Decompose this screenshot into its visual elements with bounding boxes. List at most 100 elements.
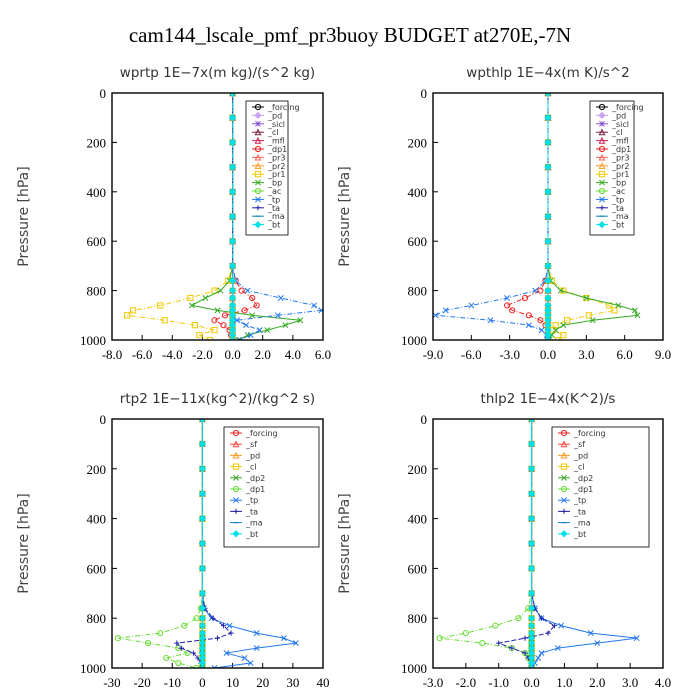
legend-marker: [255, 196, 261, 203]
series-point: [214, 635, 221, 641]
series-point: [631, 307, 638, 314]
series-point: [544, 163, 552, 171]
series-bt: [544, 93, 552, 340]
series-point: [198, 490, 207, 498]
legend-label: _pr3: [611, 153, 629, 162]
series-point: [521, 294, 529, 302]
series-dp1: [504, 93, 552, 340]
legend-marker: [599, 179, 605, 186]
x-tick-label: 40: [317, 675, 330, 690]
x-tick-label: -4.0: [162, 347, 183, 362]
series-point: [504, 295, 511, 301]
y-tick-label: 800: [408, 611, 428, 626]
wpthlp-panel: wpthlp 1E−4x(m K)/s^2 Pressure [hPa] -9.0 -…: [337, 65, 671, 362]
series-point: [211, 317, 218, 324]
series-point: [522, 635, 528, 641]
legend-marker: [254, 145, 262, 153]
series-point: [191, 322, 198, 329]
legend-marker: [599, 196, 605, 203]
series-point: [188, 302, 195, 309]
legend-marker: [598, 162, 606, 169]
series-point: [221, 312, 229, 319]
series-point: [282, 322, 289, 329]
series-point: [198, 614, 207, 622]
series-point: [462, 630, 469, 637]
legend-label: _forcing: [573, 429, 606, 438]
legend-label: _cl: [611, 128, 623, 137]
series-point: [198, 419, 207, 423]
series-point: [238, 287, 245, 294]
legend-label: _tp: [267, 195, 280, 204]
series-point: [280, 635, 287, 642]
x-tick-label: 6.0: [617, 347, 633, 362]
y-axis-label: Pressure [hPa]: [337, 493, 353, 593]
series-point: [292, 640, 299, 647]
series-point: [544, 138, 552, 147]
series-line: [125, 93, 234, 340]
legend-marker: [233, 474, 239, 481]
legend-marker: [254, 220, 262, 229]
series-ta: [496, 419, 558, 668]
series-point: [589, 317, 596, 324]
legend-label: _ma: [611, 212, 629, 221]
legend-label: _pd: [267, 111, 282, 120]
series-line: [439, 419, 533, 668]
legend-label: _pd: [573, 451, 588, 460]
series-point: [606, 302, 613, 309]
legend-box: [223, 426, 320, 548]
y-axis-label: Pressure [hPa]: [16, 166, 32, 266]
x-tick-label: 3.0: [578, 347, 594, 362]
series-point: [504, 302, 511, 309]
x-tick-label: -9.0: [423, 347, 444, 362]
series-line: [506, 93, 549, 340]
y-tick-label: 600: [408, 234, 428, 249]
plot-area: [114, 419, 299, 668]
legend-marker: [255, 205, 261, 211]
y-tick-label: 400: [87, 185, 107, 200]
y-tick-label: 1000: [80, 333, 106, 348]
series-point: [217, 287, 224, 294]
y-tick-label: 600: [87, 234, 107, 249]
series-line: [496, 419, 556, 668]
series-point: [544, 237, 552, 245]
y-axis-label: Pressure [hPa]: [337, 166, 353, 266]
series-point: [585, 312, 592, 319]
series-point: [527, 419, 536, 423]
legend-label: _pr2: [611, 162, 629, 171]
series-point: [634, 312, 641, 319]
y-tick-label: 800: [408, 284, 428, 299]
legend-label: _bp: [611, 179, 626, 188]
series-point: [178, 645, 184, 651]
chart-panels: wprtp 1E−7x(m kg)/(s^2 kg) Pressure [hPa]…: [16, 65, 671, 690]
series-point: [228, 188, 237, 196]
series-point: [277, 295, 284, 301]
legend: _forcing_pd_sicl_cl_mfl_dp1_pr3_pr2_pr1_…: [245, 100, 300, 236]
series-point: [228, 286, 237, 295]
series-point: [545, 630, 551, 636]
series-point: [544, 286, 552, 295]
series-point: [228, 212, 237, 221]
series-point: [552, 327, 559, 334]
series-point: [527, 440, 536, 448]
legend-label: _pd: [611, 111, 626, 120]
series-point: [190, 650, 196, 656]
legend-label: _sicl: [611, 120, 629, 129]
legend-label: _pr1: [267, 170, 285, 179]
series-point: [527, 604, 536, 612]
series-point: [228, 237, 237, 245]
x-tick-label: -10: [164, 675, 181, 690]
legend-label: _dp1: [267, 145, 287, 154]
legend-marker: [560, 429, 568, 437]
legend-marker: [233, 508, 239, 514]
legend-label: _ma: [573, 519, 591, 528]
series-point: [157, 630, 164, 637]
legend-marker: [232, 463, 240, 470]
legend-label: _dp2: [573, 474, 593, 483]
series-bt: [198, 419, 207, 668]
legend-label: _cl: [245, 463, 257, 472]
series-point: [557, 287, 564, 294]
x-tick-label: 10: [226, 675, 239, 690]
legend: _forcing_pd_sicl_cl_mfl_dp1_pr3_pr2_pr1_…: [589, 100, 644, 236]
x-tick-label: -8.0: [102, 347, 123, 362]
series-point: [193, 664, 200, 668]
